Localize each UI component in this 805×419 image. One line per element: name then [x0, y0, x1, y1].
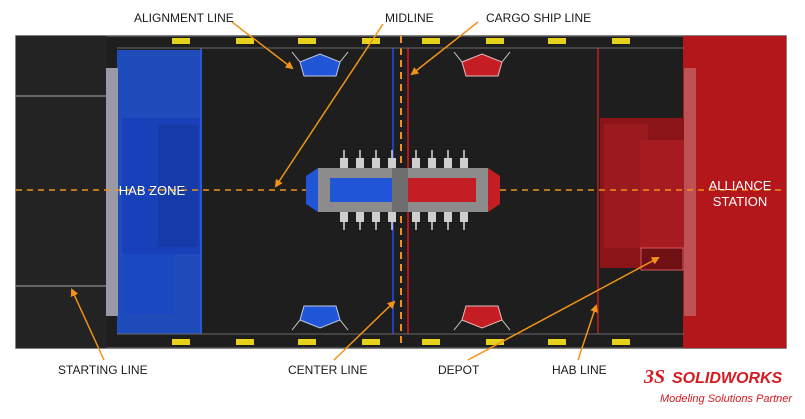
- center-line-label: CENTER LINE: [288, 363, 367, 377]
- alignment-line-label: ALIGNMENT LINE: [134, 11, 234, 25]
- cargo-ship-bays: [340, 158, 468, 222]
- midline-arrow: [274, 23, 384, 188]
- red-alliance-wall: [684, 68, 696, 316]
- midline-label: MIDLINE: [385, 11, 434, 25]
- red-alliance-station: [683, 36, 786, 348]
- depot-label: DEPOT: [438, 363, 480, 377]
- hab-line-arrow: [577, 304, 598, 361]
- bottom-barrier-markers: [172, 339, 630, 345]
- alliance-station-label-line-2: STATION: [713, 194, 767, 209]
- hab-zone-label: HAB ZONE: [119, 183, 186, 198]
- cargo-ship-ports: [343, 150, 465, 230]
- cargo-ship: [306, 168, 500, 212]
- blue-hab-zone: [117, 50, 202, 334]
- depot-arrow: [467, 257, 660, 361]
- ds-logo-mark: 3S: [643, 366, 665, 388]
- alignment-line-arrow: [231, 21, 294, 70]
- starting-line-label: STARTING LINE: [58, 363, 148, 377]
- alliance-station-label-line-1: ALLIANCE: [709, 178, 772, 193]
- red-rocket-bottom: [453, 305, 511, 331]
- red-hab-zone: [600, 118, 684, 268]
- brand-name: SOLIDWORKS: [672, 370, 783, 387]
- red-rocket-top: [453, 51, 511, 77]
- red-depot: [640, 247, 684, 271]
- cargo-ship-line-arrow: [410, 21, 479, 76]
- brand-tagline: Modeling Solutions Partner: [660, 393, 793, 405]
- solidworks-logo: 3S SOLIDWORKS Modeling Solutions Partner: [643, 366, 793, 405]
- center-line-arrow: [333, 300, 396, 361]
- blue-rocket-bottom: [291, 305, 349, 331]
- cargo-ship-line-label: CARGO SHIP LINE: [486, 11, 591, 25]
- blue-alliance-wall: [106, 68, 118, 316]
- hab-line-label: HAB LINE: [552, 363, 607, 377]
- starting-line-arrow: [70, 288, 105, 361]
- blue-rocket-top: [291, 51, 349, 77]
